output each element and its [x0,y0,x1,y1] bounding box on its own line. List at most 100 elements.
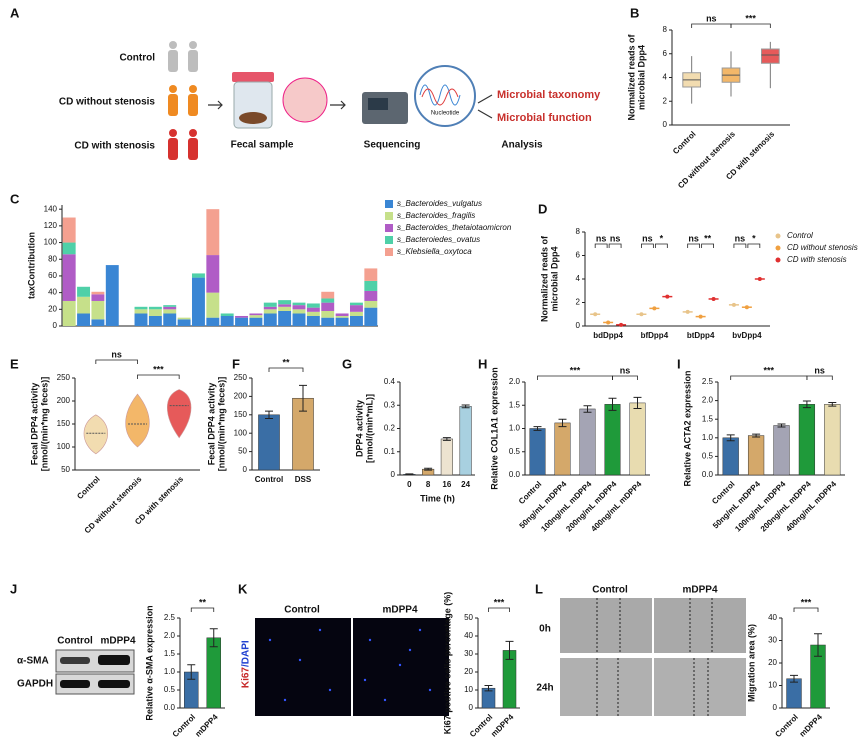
panel-label: J [10,581,17,596]
bar-segment [278,310,292,326]
bar-segment [278,304,292,307]
y-axis-label: microbial Dpp4 [549,246,559,311]
y-tick-label: 6 [576,251,581,260]
bar-segment [249,313,263,316]
legend-label: CD with stenosis [787,255,847,264]
error-bar [633,396,642,410]
y-tick-label: 100 [57,442,71,451]
significance-bracket [701,243,714,248]
x-tick-label: bvDpp4 [732,331,762,340]
legend-swatch [385,248,393,256]
x-tick-label: btDpp4 [687,331,715,340]
bar-segment [163,313,177,326]
bar-segment [220,315,234,326]
y-tick-label: 120 [44,221,58,230]
y-tick-label: 60 [48,271,57,280]
bar-segment [91,300,105,320]
y-tick-label: 200 [234,392,248,401]
dot [652,306,657,311]
y-tick-label: 0.5 [509,447,521,456]
bar-segment [206,209,220,256]
legend-label: s_Bacteroiedes_ovatus [397,235,480,244]
error-bar [777,423,786,428]
x-tick-label: bfDpp4 [641,331,669,340]
y-tick-label: 50 [464,613,473,622]
error-bar [299,384,307,412]
bar-segment [306,307,320,312]
x-tick-label: Control [468,713,494,739]
y-tick-label: 0 [469,703,474,712]
legend-swatch [775,233,781,239]
x-tick-label: 16 [442,480,451,489]
y-tick-label: 150 [57,419,71,428]
y-tick-label: 30 [464,649,473,658]
dot [711,296,716,301]
bar-segment [292,305,306,310]
violin [83,414,109,455]
bar-segment [364,268,378,281]
step-label: Fecal sample [231,140,294,151]
significance-label: ** [199,597,207,607]
bar [824,404,841,476]
sequencer [362,65,476,127]
row-label: 24h [536,683,553,694]
y-tick-label: 40 [768,613,777,622]
bar-segment [62,217,76,243]
bar-segment [278,306,292,311]
bar-segment [306,315,320,326]
column-label: Control [592,585,628,596]
bar [459,406,472,476]
significance-label: *** [153,364,164,374]
y-axis-label: DPP4 activity [354,400,364,457]
error-bar [187,664,196,680]
y-tick-label: 8 [663,25,668,34]
y-tick-label: 2.5 [702,377,714,386]
y-tick-label: 20 [768,658,777,667]
bar-segment [321,302,335,311]
y-axis-label: Relative COL1A1 expression [489,367,499,490]
y-tick-label: 1.0 [164,667,176,676]
bar-segment [321,317,335,326]
error-bar [802,400,811,409]
panel-label: E [10,356,19,371]
micrograph [255,618,449,716]
significance-bracket [488,607,510,612]
y-axis-label: Normalized reads of [626,33,636,120]
dot [665,294,670,299]
y-tick-label: 150 [234,410,248,419]
bar-segment [77,313,91,326]
significance-bracket [608,243,622,248]
error-bar [209,628,218,648]
bar-segment [177,319,191,326]
legend-swatch [775,257,781,263]
column-label: mDPP4 [682,585,717,596]
error-bar [558,418,567,428]
significance-label: *** [745,13,756,23]
bar-segment [278,300,292,305]
bar [440,438,453,476]
y-tick-label: 4 [663,73,668,82]
y-tick-label: 10 [768,681,777,690]
significance-bracket [730,23,771,28]
error-bar [583,405,592,413]
y-tick-label: 2.0 [509,377,521,386]
bar-segment [364,290,378,301]
legend-label: s_Bacteroides_fragilis [397,211,475,220]
y-axis-label: Relative α-SMA expression [144,605,154,720]
significance-bracket [268,367,304,372]
bar-segment [148,306,162,310]
y-axis-label: Ki67 postive cells percentage (%) [442,592,452,735]
y-tick-label: 1.0 [702,433,714,442]
error-bar [608,397,617,411]
significance-bracket [806,375,833,380]
error-bar [726,434,735,442]
y-tick-label: 0.4 [384,377,396,386]
legend-label: s_Bacteroides_vulgatus [397,199,482,208]
bar-segment [191,273,205,278]
dot [606,320,611,325]
bar [786,678,802,709]
y-tick-label: 250 [57,373,71,382]
group-label: CD without stenosis [59,97,156,108]
y-tick-label: 2 [576,298,581,307]
y-tick-label: 2.0 [702,396,714,405]
